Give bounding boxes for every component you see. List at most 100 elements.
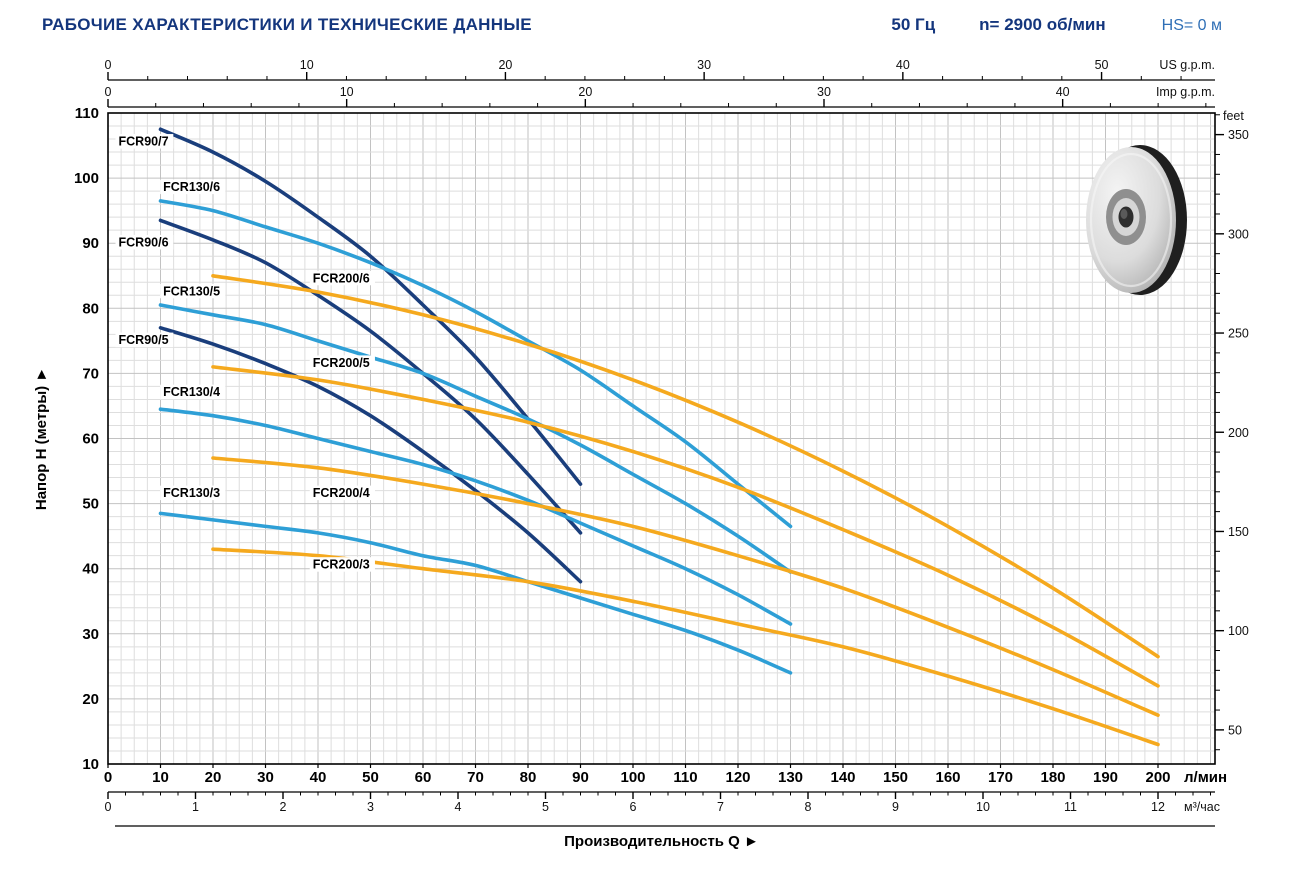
curve-FCR200/4 — [211, 456, 1160, 717]
svg-text:90: 90 — [572, 769, 589, 786]
svg-text:20: 20 — [82, 691, 99, 708]
svg-text:350: 350 — [1228, 128, 1249, 142]
svg-text:110: 110 — [75, 105, 99, 122]
svg-text:10: 10 — [82, 756, 99, 773]
svg-text:60: 60 — [415, 769, 432, 786]
svg-text:30: 30 — [257, 769, 274, 786]
svg-text:80: 80 — [82, 300, 99, 317]
svg-text:6: 6 — [630, 800, 637, 814]
rotation-speed-value: n= 2900 об/мин — [979, 15, 1106, 34]
svg-text:Imp g.p.m.: Imp g.p.m. — [1156, 85, 1215, 99]
svg-text:100: 100 — [1228, 624, 1249, 638]
svg-text:160: 160 — [935, 769, 960, 786]
svg-text:170: 170 — [988, 769, 1013, 786]
svg-text:4: 4 — [455, 800, 462, 814]
svg-text:10: 10 — [300, 58, 314, 72]
svg-text:0: 0 — [105, 58, 112, 72]
svg-text:90: 90 — [82, 235, 99, 252]
curve-label-FCR90/6: FCR90/6 — [119, 235, 169, 249]
svg-text:1: 1 — [192, 800, 199, 814]
svg-text:40: 40 — [310, 769, 327, 786]
svg-text:60: 60 — [82, 431, 99, 448]
y-axis-title: Напор H (метры) ► — [33, 367, 50, 510]
svg-text:30: 30 — [817, 85, 831, 99]
curve-FCR130/6 — [158, 199, 793, 529]
svg-text:0: 0 — [104, 769, 112, 786]
axis-head-metres: 10 20 30 40 50 60 70 80 90 100 110 Напор H (метры) … — [33, 105, 99, 773]
svg-text:50: 50 — [362, 769, 379, 786]
frequency-value: 50 Гц — [891, 15, 936, 34]
svg-text:100: 100 — [74, 170, 99, 187]
svg-text:20: 20 — [498, 58, 512, 72]
axis-l-min: 0 10 20 30 40 50 60 70 80 90 100 110 120 130 140 150 160… — [104, 764, 1227, 786]
curve-label-FCR130/3: FCR130/3 — [163, 486, 220, 500]
page-title: РАБОЧИЕ ХАРАКТЕРИСТИКИ И ТЕХНИЧЕСКИЕ ДАН… — [42, 15, 532, 34]
svg-text:12: 12 — [1151, 800, 1165, 814]
plot-frame — [107, 112, 1216, 765]
svg-text:30: 30 — [697, 58, 711, 72]
svg-text:м³/час: м³/час — [1184, 800, 1220, 814]
svg-text:250: 250 — [1228, 327, 1249, 341]
svg-text:120: 120 — [725, 769, 750, 786]
curve-FCR200/6 — [211, 274, 1160, 659]
curve-FCR90/7 — [158, 127, 583, 486]
svg-text:80: 80 — [520, 769, 537, 786]
curve-FCR130/3 — [158, 511, 793, 675]
svg-text:70: 70 — [467, 769, 484, 786]
axis-imp-gpm: 0 10 20 30 40 Imp g.p.m. — [105, 85, 1215, 108]
curve-FCR130/4 — [158, 407, 793, 626]
svg-text:9: 9 — [892, 800, 899, 814]
svg-text:10: 10 — [340, 85, 354, 99]
axis-us-gpm: 0 10 20 30 40 50 US g.p.m. — [105, 58, 1215, 81]
svg-text:7: 7 — [717, 800, 724, 814]
svg-text:40: 40 — [82, 561, 99, 578]
curve-label-FCR130/5: FCR130/5 — [163, 284, 220, 298]
svg-text:л/мин: л/мин — [1184, 769, 1227, 786]
svg-text:150: 150 — [1228, 525, 1249, 539]
svg-text:feet: feet — [1223, 109, 1244, 123]
svg-text:0: 0 — [105, 85, 112, 99]
svg-text:50: 50 — [82, 496, 99, 513]
svg-text:150: 150 — [883, 769, 908, 786]
curve-label-FCR130/6: FCR130/6 — [163, 180, 220, 194]
curve-label-FCR200/4: FCR200/4 — [313, 486, 370, 500]
svg-text:110: 110 — [673, 769, 697, 786]
svg-text:US g.p.m.: US g.p.m. — [1159, 58, 1215, 72]
svg-text:70: 70 — [82, 365, 99, 382]
curve-FCR90/6 — [158, 218, 583, 535]
svg-text:3: 3 — [367, 800, 374, 814]
svg-text:10: 10 — [976, 800, 990, 814]
curve-label-FCR200/5: FCR200/5 — [313, 356, 370, 370]
svg-text:100: 100 — [620, 769, 645, 786]
curve-FCR130/5 — [158, 303, 793, 574]
x-axis-title: Производительность Q ► — [564, 833, 759, 850]
axis-feet: 50 100 150 200 250 300 350 feet — [1215, 109, 1249, 751]
svg-text:30: 30 — [82, 626, 99, 643]
suction-head-value: HS= 0 м — [1161, 17, 1222, 34]
svg-text:50: 50 — [1228, 723, 1242, 737]
svg-text:140: 140 — [830, 769, 855, 786]
curve-labels: FCR90/7 FCR90/6 FCR90/5 FCR130/6 FCR130/5 FCR… — [115, 134, 375, 572]
svg-text:11: 11 — [1064, 800, 1077, 814]
curve-label-FCR200/3: FCR200/3 — [313, 558, 370, 572]
svg-text:40: 40 — [896, 58, 910, 72]
svg-text:10: 10 — [152, 769, 169, 786]
page-header: РАБОЧИЕ ХАРАКТЕРИСТИКИ И ТЕХНИЧЕСКИЕ ДАН… — [0, 0, 1294, 40]
curve-label-FCR90/7: FCR90/7 — [119, 135, 169, 149]
svg-text:130: 130 — [778, 769, 803, 786]
svg-text:180: 180 — [1040, 769, 1065, 786]
svg-text:190: 190 — [1093, 769, 1118, 786]
svg-text:5: 5 — [542, 800, 549, 814]
svg-text:0: 0 — [105, 800, 112, 814]
svg-text:20: 20 — [578, 85, 592, 99]
curve-FCR200/5 — [211, 365, 1160, 688]
pump-performance-chart: 0 10 20 30 40 50 US g.p.m.0 10 20 30 40 Imp g.p.m.1… — [33, 58, 1249, 850]
impeller-image — [1086, 145, 1187, 295]
svg-text:200: 200 — [1228, 426, 1249, 440]
curve-label-FCR130/4: FCR130/4 — [163, 385, 220, 399]
axis-m3-h: 0 1 2 3 4 5 6 7 8 9 10 11 12 м³/час — [105, 791, 1220, 814]
curve-label-FCR200/6: FCR200/6 — [313, 271, 370, 285]
curves — [158, 127, 1160, 747]
svg-text:50: 50 — [1095, 58, 1109, 72]
svg-text:2: 2 — [280, 800, 287, 814]
